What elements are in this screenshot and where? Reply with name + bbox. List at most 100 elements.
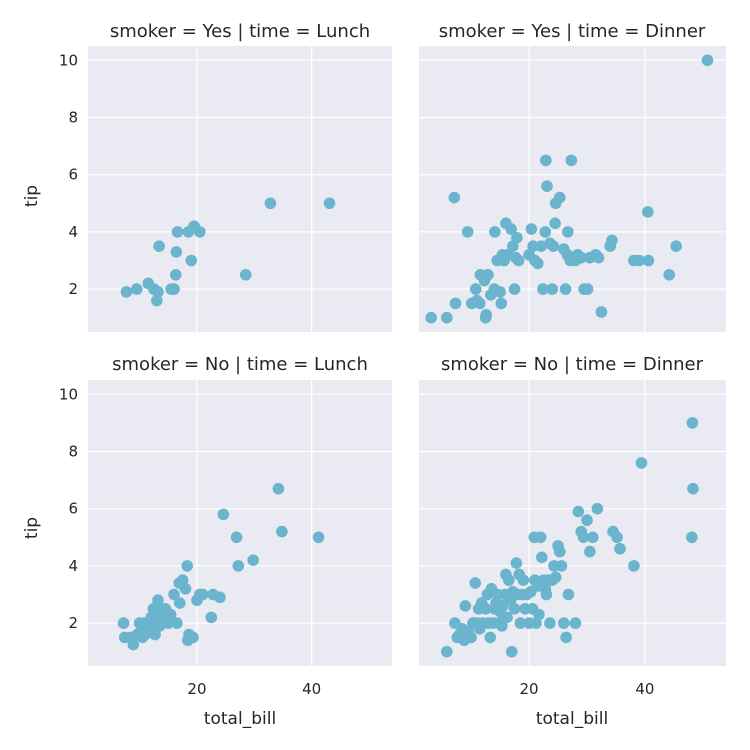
scatter-point — [531, 257, 544, 270]
scatter-point — [130, 283, 143, 295]
scatter-point — [152, 286, 164, 298]
scatter-point — [496, 620, 508, 632]
scatter-point — [505, 645, 518, 658]
x-axis-label-left: total_bill — [204, 709, 276, 729]
scatter-point — [562, 588, 575, 601]
scatter-point — [171, 617, 183, 629]
y-tick-label: 6 — [68, 500, 78, 518]
scatter-point — [484, 631, 497, 644]
scatter-point — [586, 531, 599, 544]
scatter-point — [441, 645, 453, 658]
scatter-point — [179, 582, 192, 595]
watermark-text: CSDN @刚刚起步 — [621, 726, 735, 742]
scatter-point — [611, 531, 623, 544]
scatter-point — [584, 545, 596, 558]
y-tick-label: 10 — [59, 51, 78, 69]
scatter-point — [168, 283, 180, 295]
scatter-point — [517, 574, 530, 586]
scatter-point — [170, 246, 183, 258]
scatter-point — [572, 505, 585, 518]
scatter-point — [663, 269, 676, 281]
scatter-point — [539, 226, 552, 238]
scatter-point — [448, 191, 461, 204]
facet-title-yes-dinner: smoker = Yes | time = Dinner — [439, 21, 706, 42]
scatter-point — [479, 603, 492, 615]
scatter-point — [581, 514, 593, 526]
scatter-point — [323, 197, 336, 210]
x-axis-label-right: total_bill — [536, 709, 608, 729]
scatter-point — [565, 154, 578, 167]
scatter-point — [230, 531, 243, 544]
scatter-point — [502, 574, 515, 586]
x-tick-label: 20 — [187, 680, 206, 698]
scatter-point — [168, 588, 180, 601]
scatter-point — [687, 482, 699, 495]
scatter-point — [514, 617, 527, 629]
scatter-point — [459, 600, 472, 612]
scatter-point — [194, 226, 206, 238]
x-tick-label: 20 — [520, 680, 539, 698]
scatter-point — [559, 283, 572, 295]
scatter-point — [214, 591, 226, 604]
y-tick-label: 8 — [68, 109, 78, 127]
scatter-point — [581, 283, 594, 295]
scatter-point — [276, 525, 288, 538]
panel-no-dinner: 20 40 — [419, 380, 726, 698]
scatter-point — [527, 240, 539, 252]
facet-title-no-dinner: smoker = No | time = Dinner — [441, 354, 704, 375]
scatter-point — [482, 269, 494, 281]
scatter-point — [117, 617, 130, 629]
scatter-point — [153, 240, 165, 252]
scatter-point — [642, 254, 655, 267]
facet-title-yes-lunch: smoker = Yes | time = Lunch — [110, 21, 370, 42]
scatter-point — [592, 251, 605, 264]
scatter-point — [642, 206, 654, 218]
scatter-point — [553, 545, 566, 558]
scatter-point — [510, 557, 523, 569]
scatter-point — [553, 191, 566, 204]
y-tick-label: 4 — [68, 223, 78, 241]
scatter-point — [461, 226, 474, 238]
scatter-point — [505, 223, 517, 235]
scatter-point — [441, 311, 453, 324]
scatter-point — [686, 531, 698, 544]
scatter-point — [562, 226, 574, 238]
scatter-point — [560, 631, 572, 644]
scatter-point — [494, 286, 506, 298]
scatter-point — [120, 286, 133, 298]
scatter-point — [474, 297, 486, 310]
scatter-point — [606, 234, 618, 247]
x-tick-label: 40 — [635, 680, 654, 698]
scatter-point — [127, 638, 140, 651]
scatter-point — [449, 297, 462, 310]
scatter-point — [534, 531, 547, 544]
scatter-point — [239, 269, 252, 281]
scatter-point — [164, 608, 177, 621]
scatter-point — [547, 240, 560, 252]
scatter-point — [540, 588, 553, 601]
y-axis-label-top: tip — [22, 185, 42, 207]
panel-yes-lunch: 2 4 6 8 10 — [59, 46, 392, 332]
scatter-point — [670, 240, 682, 252]
scatter-point — [635, 457, 648, 469]
scatter-point — [495, 297, 508, 310]
scatter-point — [501, 611, 513, 624]
scatter-point — [469, 283, 482, 295]
scatter-point — [536, 551, 548, 564]
panel-background — [419, 46, 726, 332]
scatter-point — [247, 554, 259, 566]
scatter-point — [312, 531, 325, 544]
scatter-point — [508, 603, 521, 615]
scatter-point — [537, 283, 549, 295]
scatter-point — [686, 417, 699, 429]
scatter-point — [591, 502, 604, 515]
panel-no-lunch: 2 4 6 8 10 20 40 — [59, 380, 392, 698]
y-tick-label: 6 — [68, 166, 78, 184]
scatter-point — [511, 231, 523, 244]
scatter-point — [544, 617, 556, 629]
scatter-point — [555, 560, 568, 572]
scatter-point — [512, 254, 525, 267]
scatter-point — [549, 217, 561, 230]
